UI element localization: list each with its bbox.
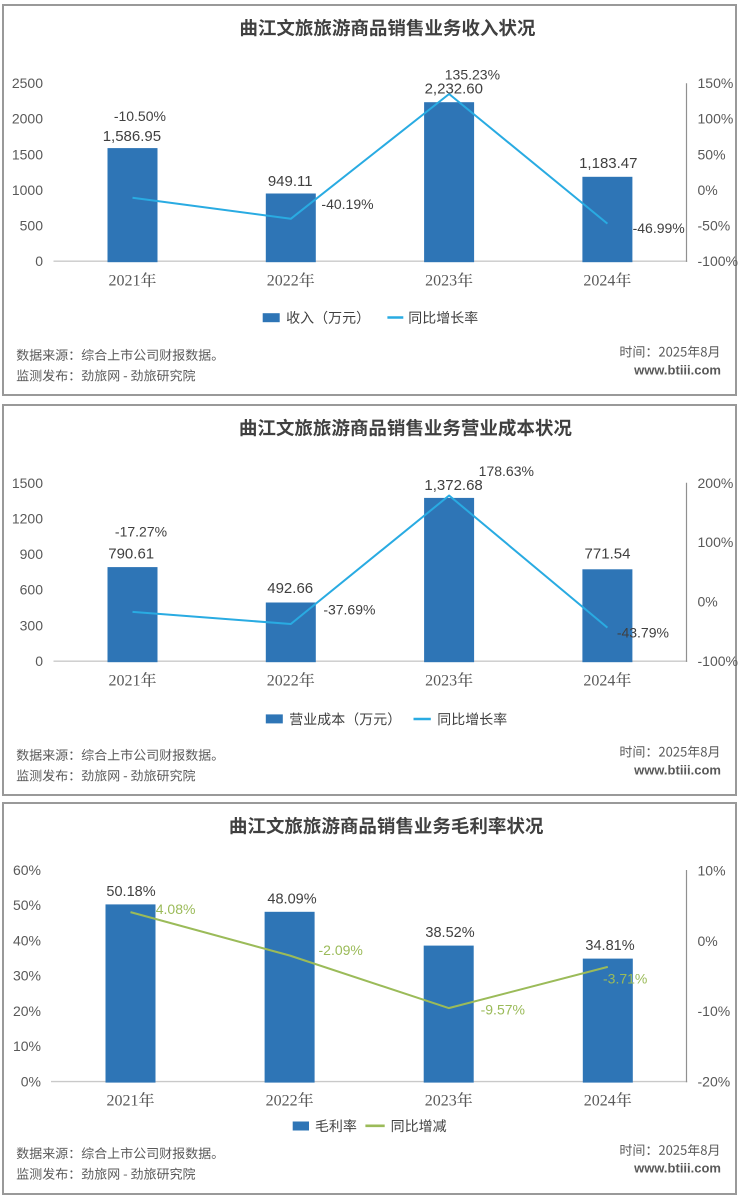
svg-text:1000: 1000: [12, 182, 43, 198]
svg-text:-3.71%: -3.71%: [603, 970, 647, 986]
svg-text:2022: 2022: [267, 273, 299, 290]
svg-text:178.63%: 178.63%: [479, 463, 534, 479]
svg-text:-9.57%: -9.57%: [481, 1002, 525, 1018]
svg-text:-43.79%: -43.79%: [617, 624, 669, 640]
svg-text:-37.69%: -37.69%: [323, 601, 375, 617]
svg-text:0: 0: [35, 653, 43, 669]
svg-text:40%: 40%: [13, 932, 41, 948]
svg-text:34.81%: 34.81%: [585, 938, 634, 954]
svg-text:2022: 2022: [266, 1093, 298, 1110]
svg-text:200%: 200%: [698, 475, 734, 491]
svg-text:4.08%: 4.08%: [156, 901, 196, 917]
svg-text:-100%: -100%: [698, 653, 738, 669]
svg-text:48.09%: 48.09%: [267, 892, 316, 908]
svg-text:-20%: -20%: [698, 1073, 731, 1089]
svg-text:-2.09%: -2.09%: [319, 942, 363, 958]
svg-text:2000: 2000: [12, 111, 43, 127]
svg-text:www.btiii.com: www.btiii.com: [633, 762, 721, 777]
svg-text:2,232.60: 2,232.60: [425, 81, 483, 98]
svg-text:-10%: -10%: [698, 1003, 731, 1019]
svg-text:2024: 2024: [583, 273, 615, 290]
svg-text:1200: 1200: [12, 510, 43, 526]
svg-text:2023: 2023: [425, 273, 457, 290]
svg-text:-50%: -50%: [698, 217, 731, 233]
svg-text:2023: 2023: [425, 673, 457, 690]
svg-text:2024: 2024: [584, 1093, 616, 1110]
svg-text:0: 0: [35, 253, 43, 269]
svg-text:1500: 1500: [12, 475, 43, 491]
svg-text:38.52%: 38.52%: [425, 925, 474, 941]
svg-text:900: 900: [20, 546, 44, 562]
svg-text:-40.19%: -40.19%: [321, 196, 373, 212]
svg-text:100%: 100%: [698, 111, 734, 127]
svg-text:50%: 50%: [13, 897, 41, 913]
svg-text:600: 600: [20, 582, 44, 598]
svg-text:60%: 60%: [13, 862, 41, 878]
svg-text:www.btiii.com: www.btiii.com: [633, 362, 721, 377]
svg-text:1500: 1500: [12, 146, 43, 162]
svg-text:2022: 2022: [267, 673, 299, 690]
svg-text:0%: 0%: [21, 1073, 41, 1089]
svg-text:790.61: 790.61: [108, 546, 154, 563]
svg-text:30%: 30%: [13, 968, 41, 984]
svg-text:10%: 10%: [13, 1038, 41, 1054]
svg-text:2021: 2021: [107, 1093, 139, 1110]
svg-text:0%: 0%: [698, 182, 718, 198]
svg-text:20%: 20%: [13, 1003, 41, 1019]
svg-text:2500: 2500: [12, 75, 43, 91]
svg-text:www.btiii.com: www.btiii.com: [633, 1161, 721, 1176]
svg-text:100%: 100%: [698, 534, 734, 550]
svg-text:-100%: -100%: [698, 253, 738, 269]
svg-text:135.23%: 135.23%: [445, 67, 500, 83]
svg-text:150%: 150%: [698, 75, 734, 91]
svg-text:10%: 10%: [698, 863, 726, 879]
svg-text:0%: 0%: [698, 933, 718, 949]
svg-text:2021: 2021: [109, 673, 141, 690]
svg-text:1,372.68: 1,372.68: [424, 477, 482, 494]
svg-text:949.11: 949.11: [268, 173, 313, 190]
svg-text:492.66: 492.66: [267, 580, 313, 597]
svg-text:500: 500: [20, 217, 44, 233]
svg-text:-46.99%: -46.99%: [633, 220, 685, 236]
svg-text:300: 300: [20, 617, 44, 633]
svg-text:2023: 2023: [425, 1093, 457, 1110]
svg-text:50.18%: 50.18%: [106, 884, 155, 900]
svg-text:50%: 50%: [698, 146, 726, 162]
svg-text:-17.27%: -17.27%: [115, 523, 167, 539]
svg-text:-10.50%: -10.50%: [114, 108, 166, 124]
svg-text:2021: 2021: [109, 273, 141, 290]
svg-text:0%: 0%: [698, 594, 718, 610]
svg-text:2024: 2024: [583, 673, 615, 690]
svg-text:1,183.47: 1,183.47: [579, 155, 637, 172]
svg-text:771.54: 771.54: [585, 546, 631, 563]
svg-text:1,586.95: 1,586.95: [103, 128, 161, 145]
